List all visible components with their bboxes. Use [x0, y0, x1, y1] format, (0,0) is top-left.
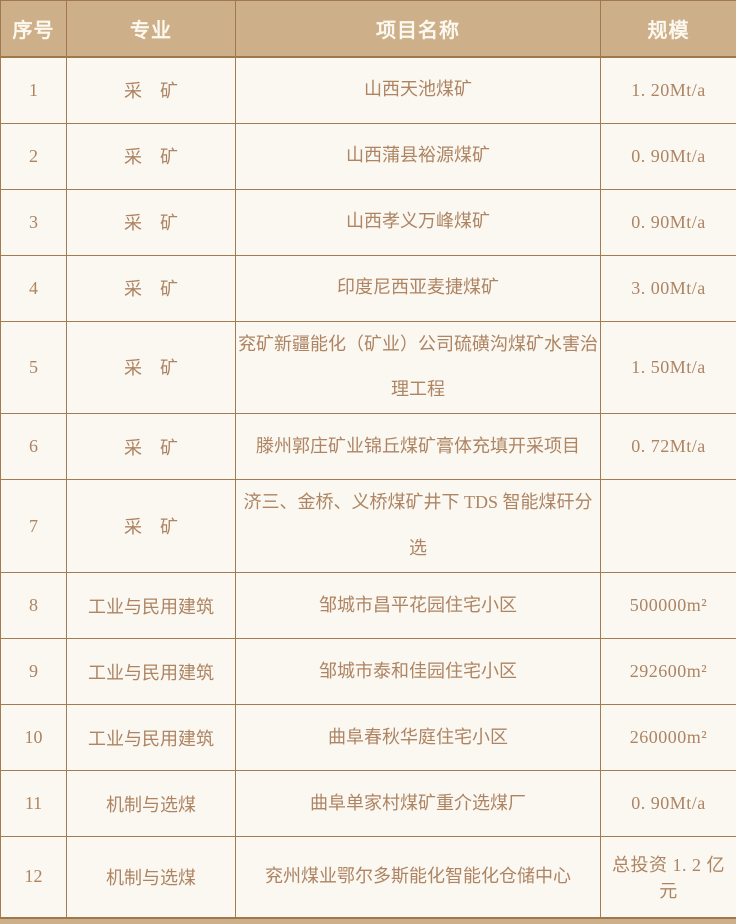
- row-no: 7: [1, 480, 67, 573]
- row-project: 滕州郭庄矿业锦丘煤矿膏体充填开采项目: [236, 414, 601, 480]
- row-project: 山西蒲县裕源煤矿: [236, 123, 601, 189]
- row-specialty: 采 矿: [67, 123, 236, 189]
- row-project: 邹城市泰和佳园住宅小区: [236, 639, 601, 705]
- table-header-row: 序号 专业 项目名称 规模: [1, 1, 736, 58]
- row-no: 4: [1, 255, 67, 321]
- row-scale: [601, 480, 736, 573]
- row-project: 曲阜单家村煤矿重介选煤厂: [236, 771, 601, 837]
- col-header-specialty: 专业: [67, 1, 236, 58]
- table-row: 4 采 矿 印度尼西亚麦捷煤矿 3. 00Mt/a: [1, 255, 736, 321]
- row-specialty: 采 矿: [67, 414, 236, 480]
- table-row: 1 采 矿 山西天池煤矿 1. 20Mt/a: [1, 57, 736, 123]
- row-project: 印度尼西亚麦捷煤矿: [236, 255, 601, 321]
- row-no: 3: [1, 189, 67, 255]
- row-project: 兖矿新疆能化（矿业）公司硫磺沟煤矿水害治理工程: [236, 321, 601, 414]
- row-scale: 总投资 1. 2 亿元: [601, 837, 736, 918]
- col-header-scale: 规模: [601, 1, 736, 58]
- row-scale: 1. 50Mt/a: [601, 321, 736, 414]
- row-scale: 0. 90Mt/a: [601, 189, 736, 255]
- col-header-project: 项目名称: [236, 1, 601, 58]
- table-row: 7 采 矿 济三、金桥、义桥煤矿井下 TDS 智能煤矸分选: [1, 480, 736, 573]
- col-header-no: 序号: [1, 1, 67, 58]
- row-scale: 292600m²: [601, 639, 736, 705]
- table-row: 9 工业与民用建筑 邹城市泰和佳园住宅小区 292600m²: [1, 639, 736, 705]
- row-no: 12: [1, 837, 67, 918]
- row-no: 8: [1, 573, 67, 639]
- row-project: 邹城市昌平花园住宅小区: [236, 573, 601, 639]
- row-specialty: 采 矿: [67, 57, 236, 123]
- row-scale: 500000m²: [601, 573, 736, 639]
- row-no: 1: [1, 57, 67, 123]
- row-scale: 1. 20Mt/a: [601, 57, 736, 123]
- row-scale: 260000m²: [601, 705, 736, 771]
- row-specialty: 机制与选煤: [67, 837, 236, 918]
- row-project: 山西天池煤矿: [236, 57, 601, 123]
- row-no: 6: [1, 414, 67, 480]
- row-project: 曲阜春秋华庭住宅小区: [236, 705, 601, 771]
- row-project: 山西孝义万峰煤矿: [236, 189, 601, 255]
- row-specialty: 采 矿: [67, 480, 236, 573]
- row-no: 5: [1, 321, 67, 414]
- row-project: 兖州煤业鄂尔多斯能化智能化仓储中心: [236, 837, 601, 918]
- table-row: 10 工业与民用建筑 曲阜春秋华庭住宅小区 260000m²: [1, 705, 736, 771]
- table-row: 8 工业与民用建筑 邹城市昌平花园住宅小区 500000m²: [1, 573, 736, 639]
- row-no: 11: [1, 771, 67, 837]
- table-bottom-band: [0, 919, 736, 924]
- table-row: 6 采 矿 滕州郭庄矿业锦丘煤矿膏体充填开采项目 0. 72Mt/a: [1, 414, 736, 480]
- row-specialty: 采 矿: [67, 321, 236, 414]
- row-project: 济三、金桥、义桥煤矿井下 TDS 智能煤矸分选: [236, 480, 601, 573]
- row-scale: 0. 90Mt/a: [601, 123, 736, 189]
- row-specialty: 工业与民用建筑: [67, 573, 236, 639]
- table-row: 3 采 矿 山西孝义万峰煤矿 0. 90Mt/a: [1, 189, 736, 255]
- row-scale: 0. 90Mt/a: [601, 771, 736, 837]
- row-specialty: 采 矿: [67, 255, 236, 321]
- row-specialty: 工业与民用建筑: [67, 705, 236, 771]
- row-no: 2: [1, 123, 67, 189]
- row-specialty: 工业与民用建筑: [67, 639, 236, 705]
- row-scale: 0. 72Mt/a: [601, 414, 736, 480]
- table-row: 5 采 矿 兖矿新疆能化（矿业）公司硫磺沟煤矿水害治理工程 1. 50Mt/a: [1, 321, 736, 414]
- table-row: 2 采 矿 山西蒲县裕源煤矿 0. 90Mt/a: [1, 123, 736, 189]
- row-specialty: 机制与选煤: [67, 771, 236, 837]
- table-row: 11 机制与选煤 曲阜单家村煤矿重介选煤厂 0. 90Mt/a: [1, 771, 736, 837]
- row-scale: 3. 00Mt/a: [601, 255, 736, 321]
- row-specialty: 采 矿: [67, 189, 236, 255]
- row-no: 10: [1, 705, 67, 771]
- row-no: 9: [1, 639, 67, 705]
- table-row: 12 机制与选煤 兖州煤业鄂尔多斯能化智能化仓储中心 总投资 1. 2 亿元: [1, 837, 736, 918]
